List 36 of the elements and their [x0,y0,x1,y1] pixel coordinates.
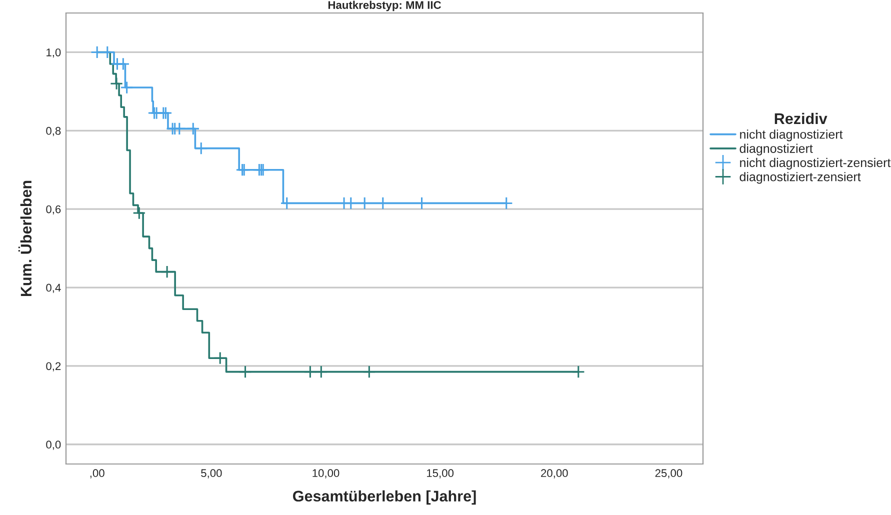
legend-label: diagnostiziert [740,144,813,156]
point [120,80,134,94]
legend-label: nicht diagnostiziert-zensiert [740,158,891,170]
point [314,365,328,378]
point [159,106,172,120]
point [362,365,376,378]
point [186,122,200,136]
point [132,206,146,220]
chart-title: Hautkrebstyp: MM IIC [328,0,441,12]
x-tick-label: 25,00 [655,469,682,478]
point [90,46,104,59]
x-axis-title: Gesamtüberleben [Jahre] [293,490,476,505]
x-tick-label: 10,00 [312,469,340,478]
point [304,365,317,378]
y-tick-label: 0,0 [46,440,61,450]
legend-label: nicht diagnostiziert [740,130,843,142]
point [572,365,585,378]
y-tick-label: 0,6 [46,205,61,215]
y-tick-label: 1,0 [46,48,61,58]
legend-title: Rezidiv [774,112,828,124]
point [172,122,186,136]
x-tick-label: ,00 [90,469,104,478]
point [110,77,124,90]
x-tick-label: 15,00 [427,469,454,478]
y-tick-label: 0,2 [46,362,61,372]
point [160,265,174,278]
y-tick-label: 0,8 [46,126,61,136]
point [194,142,208,155]
x-tick-label: 20,00 [541,469,568,478]
y-tick-label: 0,4 [46,284,61,293]
point [238,365,252,378]
y-axis-title: Kum. Überleben [18,180,32,296]
point [214,352,227,365]
legend-label: diagnostiziert-zensiert [740,172,861,184]
point [116,57,130,71]
x-tick-label: 5,00 [201,469,222,478]
